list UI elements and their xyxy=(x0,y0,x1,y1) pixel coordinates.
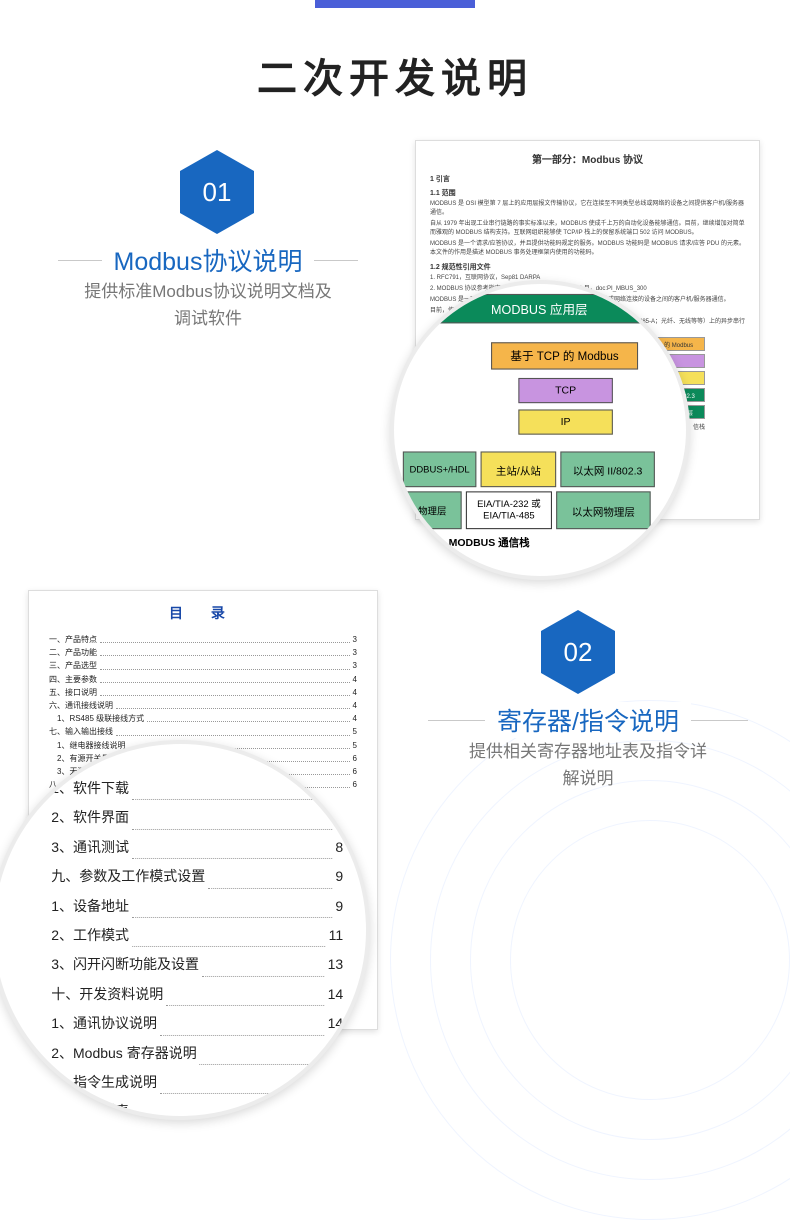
toc-line: 五、接口说明4 xyxy=(49,686,357,699)
toc-line: 3、通讯测试8 xyxy=(51,833,343,862)
stack-tcp-modbus: 基于 TCP 的 Modbus xyxy=(491,342,638,369)
section-2-header: 寄存器/指令说明 提供相关寄存器地址表及指令详 解说明 xyxy=(428,702,748,792)
toc-line: 四、主要参数4 xyxy=(49,673,357,686)
toc-line: 1、通讯协议说明14 xyxy=(51,1009,343,1038)
toc-line: 一、产品特点3 xyxy=(49,633,357,646)
toc-line: 二、产品功能3 xyxy=(49,646,357,659)
toc-line: 九、参数及工作模式设置9 xyxy=(51,862,343,891)
section-2: 02 寄存器/指令说明 提供相关寄存器地址表及指令详 解说明 目 录 一、产品特… xyxy=(0,610,790,1040)
toc-line: 3、指令生成说明15 xyxy=(51,1068,343,1097)
doc1-p2: 自从 1979 年出现工业串行链路的事实标准以来，MODBUS 使成千上万的自动… xyxy=(430,220,745,238)
doc1-heading: 第一部分：Modbus 协议 xyxy=(430,151,745,166)
stack-host: 主站/从站 xyxy=(481,451,557,487)
page-title: 二次开发说明 xyxy=(0,46,790,104)
section-1: 01 Modbus协议说明 提供标准Modbus协议说明文档及 调试软件 第一部… xyxy=(0,150,790,580)
section-1-header: Modbus协议说明 提供标准Modbus协议说明文档及 调试软件 xyxy=(58,242,358,332)
doc1-h11: 1.1 范围 xyxy=(430,188,745,198)
toc-line: 十、开发资料说明14 xyxy=(51,980,343,1009)
stack-caption: 图1：MODBUS 通信栈 xyxy=(422,533,680,549)
stack-eth-phy: 以太网物理层 xyxy=(556,491,651,529)
toc-line: 4、指令列表16 xyxy=(51,1097,343,1126)
stack-phy: 物理层 xyxy=(403,491,462,529)
stack-ip: IP xyxy=(518,409,613,434)
toc-heading: 目 录 xyxy=(49,603,357,623)
badge-02: 02 xyxy=(541,610,615,694)
toc-line: 2、Modbus 寄存器说明14 xyxy=(51,1038,343,1067)
section-1-title: Modbus协议说明 xyxy=(102,242,315,278)
toc-line: 三、产品选型3 xyxy=(49,659,357,672)
mini-label: 信栈 xyxy=(693,424,705,433)
section-1-desc-l1: 提供标准Modbus协议说明文档及 xyxy=(58,278,358,305)
stack-tcp: TCP xyxy=(518,378,613,403)
toc-line: 六、通讯接线说明4 xyxy=(49,699,357,712)
section-2-title: 寄存器/指令说明 xyxy=(485,702,691,738)
badge-01-wrap: 01 xyxy=(180,150,254,234)
badge-02-wrap: 02 xyxy=(541,610,615,694)
doc1-p3: MODBUS 是一个请求/应答协议，并且提供功能码规定的服务。MODBUS 功能… xyxy=(430,240,745,258)
toc-line: 1、设备地址9 xyxy=(51,892,343,921)
toc-line: 七、输入输出接线5 xyxy=(49,725,357,738)
toc-line: 2、软件界面7 xyxy=(51,803,343,832)
magnifier-lens-2: 1、软件下载62、软件界面73、通讯测试8九、参数及工作模式设置91、设备地址9… xyxy=(0,733,377,1126)
top-accent-strip xyxy=(315,0,475,8)
doc1-p1: MODBUS 是 OSI 模型第 7 层上的应用层报文传输协议，它在连接至不同类… xyxy=(430,200,745,218)
section-1-desc-l2: 调试软件 xyxy=(58,305,358,332)
doc1-h1: 1 引言 xyxy=(430,174,745,184)
toc-line: 1、RS485 级联接线方式4 xyxy=(49,712,357,725)
toc-line: 2、工作模式11 xyxy=(51,921,343,950)
stack-app: MODBUS 应用层 xyxy=(403,294,676,323)
badge-01: 01 xyxy=(180,150,254,234)
toc-list-lens: 1、软件下载62、软件界面73、通讯测试8九、参数及工作模式设置91、设备地址9… xyxy=(51,774,343,1127)
toc-line: 1、软件下载6 xyxy=(51,774,343,803)
doc1-b1: 1. RFC791，互联网协议，Sep81 DARPA xyxy=(430,274,745,283)
section-2-desc-l2: 解说明 xyxy=(428,765,748,792)
stack-eth: 以太网 II/802.3 xyxy=(560,451,655,487)
magnifier-lens-1: MODBUS 应用层 基于 TCP 的 Modbus TCP IP DDBUS+… xyxy=(390,280,690,580)
section-2-desc-l1: 提供相关寄存器地址表及指令详 xyxy=(428,738,748,765)
doc1-h12: 1.2 规范性引用文件 xyxy=(430,262,745,272)
stack-hdl: DDBUS+/HDL xyxy=(403,451,476,487)
toc-line: 3、闪开闪断功能及设置13 xyxy=(51,950,343,979)
stack-eia: EIA/TIA-232 或 EIA/TIA-485 xyxy=(466,491,552,529)
